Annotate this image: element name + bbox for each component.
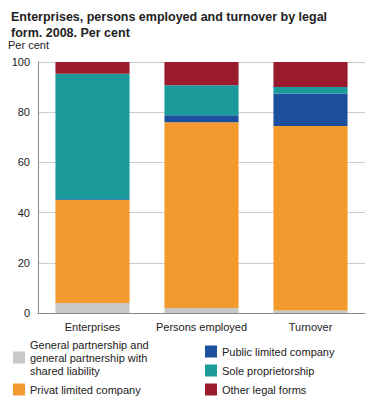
svg-text:Public limited company: Public limited company <box>222 346 335 358</box>
svg-text:60: 60 <box>18 156 30 168</box>
svg-text:Other legal forms: Other legal forms <box>222 384 307 396</box>
svg-text:Privat limited company: Privat limited company <box>30 384 141 396</box>
svg-text:Turnover: Turnover <box>289 321 333 333</box>
svg-text:shared liability: shared liability <box>30 365 100 377</box>
svg-text:20: 20 <box>18 257 30 269</box>
svg-text:Per cent: Per cent <box>8 39 49 51</box>
svg-text:80: 80 <box>18 106 30 118</box>
svg-text:form. 2008. Per cent: form. 2008. Per cent <box>11 26 131 40</box>
svg-text:40: 40 <box>18 207 30 219</box>
svg-text:100: 100 <box>12 56 30 68</box>
svg-text:general partnership with: general partnership with <box>30 352 150 364</box>
svg-text:Enterprises, persons employed: Enterprises, persons employed and turnov… <box>11 10 331 24</box>
svg-text:Persons employed: Persons employed <box>156 321 247 333</box>
svg-text:Enterprises: Enterprises <box>65 321 121 333</box>
svg-text:General partnership and: General partnership and <box>30 339 152 351</box>
svg-text:Sole proprietorship: Sole proprietorship <box>222 365 314 377</box>
svg-text:0: 0 <box>24 307 30 319</box>
